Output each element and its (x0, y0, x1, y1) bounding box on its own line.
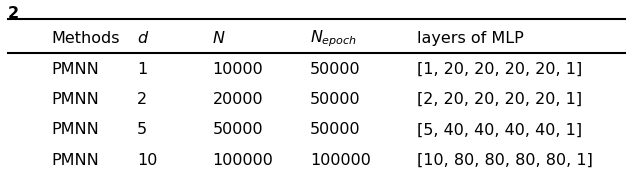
Text: 50000: 50000 (310, 122, 361, 137)
Text: [1, 20, 20, 20, 20, 1]: [1, 20, 20, 20, 20, 1] (417, 62, 582, 77)
Text: [5, 40, 40, 40, 40, 1]: [5, 40, 40, 40, 40, 1] (417, 122, 582, 137)
Text: PMNN: PMNN (52, 122, 100, 137)
Text: 10000: 10000 (212, 62, 263, 77)
Text: $N_{epoch}$: $N_{epoch}$ (310, 28, 357, 49)
Text: $N$: $N$ (212, 30, 226, 46)
Text: layers of MLP: layers of MLP (417, 31, 524, 46)
Text: 100000: 100000 (310, 153, 371, 168)
Text: 1: 1 (137, 62, 147, 77)
Text: 50000: 50000 (310, 92, 361, 107)
Text: [2, 20, 20, 20, 20, 1]: [2, 20, 20, 20, 20, 1] (417, 92, 582, 107)
Text: 20000: 20000 (212, 92, 263, 107)
Text: 50000: 50000 (212, 122, 263, 137)
Text: $d$: $d$ (137, 30, 149, 46)
Text: PMNN: PMNN (52, 92, 100, 107)
Text: 10: 10 (137, 153, 157, 168)
Text: PMNN: PMNN (52, 62, 100, 77)
Text: 100000: 100000 (212, 153, 273, 168)
Text: 50000: 50000 (310, 62, 361, 77)
Text: 2: 2 (8, 6, 19, 21)
Text: PMNN: PMNN (52, 153, 100, 168)
Text: 2: 2 (137, 92, 147, 107)
Text: [10, 80, 80, 80, 80, 1]: [10, 80, 80, 80, 80, 1] (417, 153, 593, 168)
Text: Methods: Methods (52, 31, 120, 46)
Text: 5: 5 (137, 122, 147, 137)
